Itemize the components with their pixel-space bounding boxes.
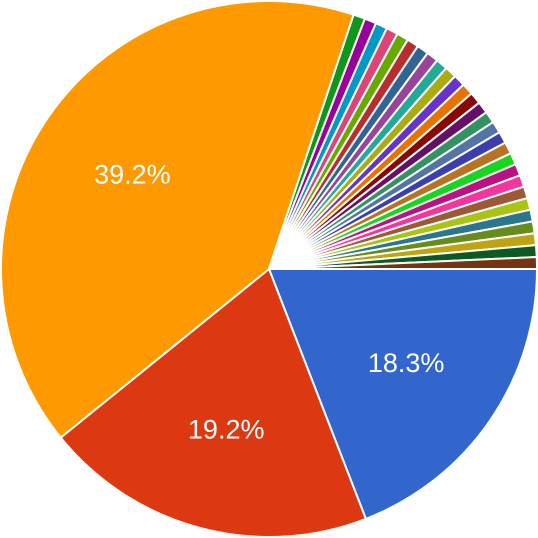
slice-label-3: 39.2% xyxy=(94,159,171,189)
pie-slice-2 xyxy=(59,267,368,538)
slice-label-1: 18.3% xyxy=(368,348,445,378)
pie-slice-3 xyxy=(0,0,355,440)
slice-labels: 18.3% 19.2% 39.2% xyxy=(94,159,444,444)
pie-slice-31 xyxy=(268,255,538,270)
slice-label-2: 19.2% xyxy=(188,415,265,445)
pie-slice-1 xyxy=(267,268,538,521)
